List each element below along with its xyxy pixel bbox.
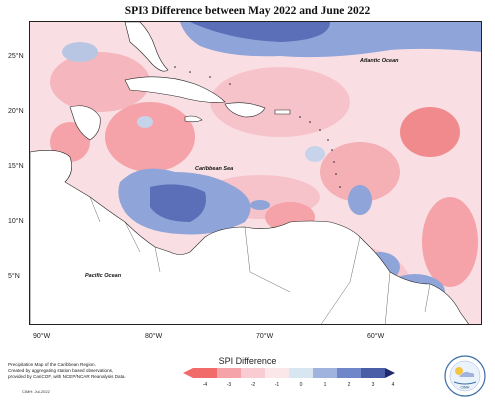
- legend-tick: 1: [324, 382, 327, 388]
- atlantic-ocean-label: Atlantic Ocean: [359, 58, 399, 64]
- legend-tick: -3: [227, 382, 232, 388]
- lat-tick-20n: 20°N: [8, 108, 24, 115]
- color-legend: -4 -3 -2 -1 0 1 2 3 4: [183, 368, 395, 388]
- pacific-ocean-label: Pacific Ocean: [85, 273, 122, 279]
- legend-tick: 2: [348, 382, 351, 388]
- island-markers: [174, 66, 341, 188]
- credit-line: Created by aggregating station based obs…: [8, 368, 114, 373]
- legend-tick: 3: [372, 382, 375, 388]
- legend-tick: -1: [275, 382, 280, 388]
- legend-arrow-right: [385, 368, 395, 378]
- legend-tick: -2: [251, 382, 256, 388]
- lat-tick-15n: 15°N: [8, 163, 24, 170]
- legend-title: SPI Difference: [218, 356, 277, 366]
- legend-swatch: [337, 368, 361, 378]
- country-borders: [89, 196, 431, 324]
- map-panel: Atlantic Ocean Caribbean Sea Pacific Oce…: [29, 21, 482, 325]
- lon-tick-90w: 90°W: [33, 333, 51, 340]
- logo-text: CIMH: [461, 386, 470, 390]
- legend-tick: -4: [203, 382, 208, 388]
- lon-tick-60w: 60°W: [367, 333, 385, 340]
- lat-tick-10n: 10°N: [8, 218, 24, 225]
- caribbean-sea-label: Caribbean Sea: [195, 166, 233, 172]
- legend-swatch: [193, 368, 217, 378]
- legend-tick: 0: [300, 382, 303, 388]
- lon-tick-70w: 70°W: [256, 333, 274, 340]
- lat-tick-25n: 25°N: [8, 53, 24, 60]
- sun-icon: [455, 367, 463, 375]
- legend-tick: 4: [392, 382, 395, 388]
- legend-swatch: [289, 368, 313, 378]
- cimh-logo: CIMH: [444, 355, 486, 397]
- lon-tick-80w: 80°W: [145, 333, 163, 340]
- credit-line: Precipitation Map of the Caribbean Regio…: [8, 362, 96, 367]
- credit-line: provided by CariCOF, with NCEP/NCAR Rean…: [8, 374, 126, 379]
- legend-swatch: [265, 368, 289, 378]
- map-credit: Precipitation Map of the Caribbean Regio…: [8, 362, 158, 380]
- legend-arrow-left: [183, 368, 193, 378]
- legend-swatch: [313, 368, 337, 378]
- cloud-icon: [459, 371, 475, 377]
- legend-swatch: [241, 368, 265, 378]
- legend-swatch: [361, 368, 385, 378]
- legend-swatch: [217, 368, 241, 378]
- spi-map: Atlantic Ocean Caribbean Sea Pacific Oce…: [30, 22, 481, 324]
- map-title: SPI3 Difference between May 2022 and Jun…: [124, 5, 371, 17]
- lat-tick-5n: 5°N: [8, 273, 20, 280]
- credit-date: CIMH: Jul-2022: [22, 389, 50, 394]
